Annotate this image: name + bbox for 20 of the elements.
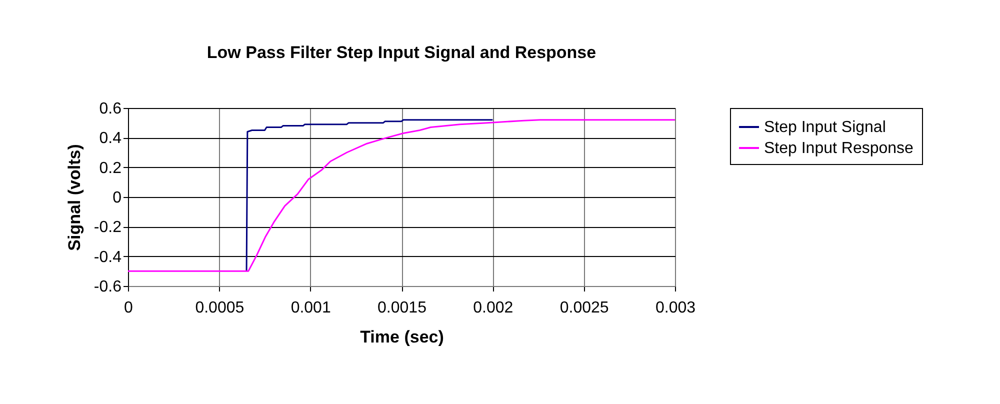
y-axis-title: Signal (volts): [64, 144, 84, 251]
legend-label: Step Input Signal: [764, 119, 886, 136]
x-tick-label: 0.003: [655, 300, 696, 316]
x-tick-label: 0.002: [473, 300, 514, 316]
y-tick-label: -0.4: [94, 248, 122, 266]
x-axis-title: Time (sec): [360, 328, 444, 346]
y-tick-label: 0.4: [99, 130, 122, 148]
chart-title: Low Pass Filter Step Input Signal and Response: [206, 43, 596, 62]
y-tick-label: -0.6: [94, 278, 122, 296]
y-tick-label: -0.2: [94, 219, 122, 236]
y-tick-label: 0: [112, 190, 122, 206]
y-tick-label: 0.6: [99, 100, 122, 118]
line-series: [246, 119, 494, 272]
x-tick-label: 0.0005: [195, 300, 244, 316]
y-tick-label: 0.2: [99, 160, 122, 177]
x-tick-label: 0.0015: [378, 300, 427, 316]
x-tick-label: 0.0025: [560, 300, 609, 316]
x-tick-label: 0: [124, 300, 134, 316]
legend-label: Step Input Response: [764, 140, 914, 157]
x-tick-label: 0.001: [290, 300, 331, 316]
